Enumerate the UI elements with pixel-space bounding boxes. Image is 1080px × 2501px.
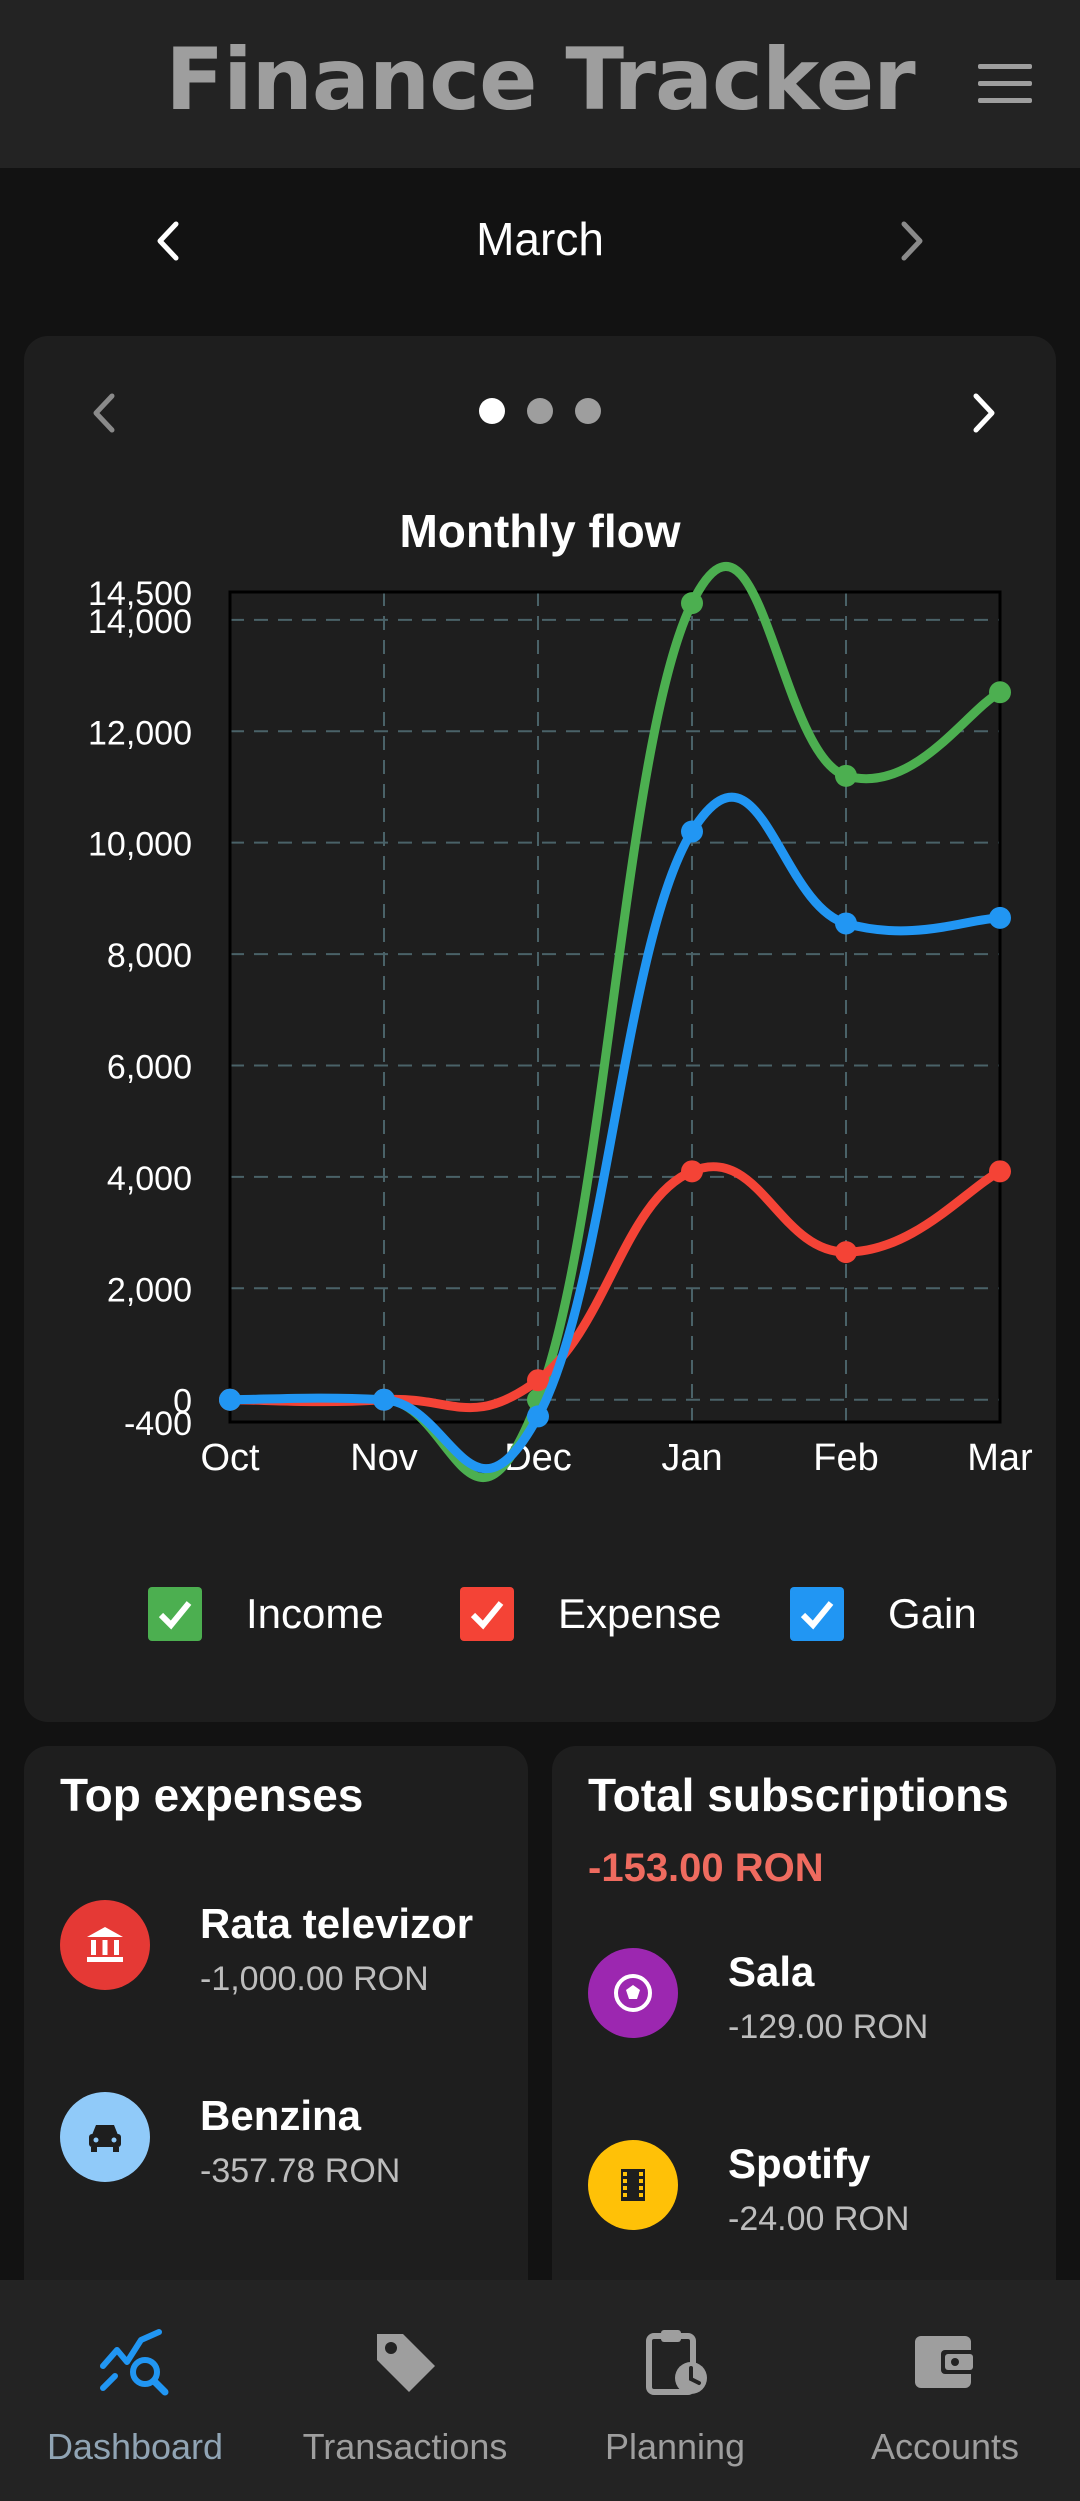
app-title: Finance Tracker	[0, 30, 1080, 130]
subscription-amount: -24.00 RON	[728, 2200, 909, 2239]
expense-name: Rata televizor	[200, 1900, 473, 1948]
clipboard-clock-icon	[540, 2326, 810, 2398]
data-point-income	[835, 765, 857, 787]
data-point-expense	[835, 1241, 857, 1263]
y-tick-label: 6,000	[107, 1048, 192, 1086]
expense-amount: -357.78 RON	[200, 2152, 400, 2191]
y-tick-label: 2,000	[107, 1271, 192, 1309]
data-point-gain	[989, 907, 1011, 929]
menu-icon-bar	[978, 81, 1032, 86]
menu-button[interactable]	[978, 64, 1032, 104]
checkbox-icon[interactable]	[148, 1587, 202, 1641]
nav-planning[interactable]: Planning	[540, 2280, 810, 2501]
legend-label: Gain	[888, 1590, 977, 1638]
y-tick-label: 4,000	[107, 1160, 192, 1198]
data-point-gain	[527, 1405, 549, 1427]
nav-label: Transactions	[270, 2426, 540, 2468]
nav-label: Dashboard	[0, 2426, 270, 2468]
nav-label: Accounts	[810, 2426, 1080, 2468]
tag-icon	[270, 2326, 540, 2398]
app-bar: Finance Tracker	[0, 0, 1080, 168]
data-point-gain	[219, 1389, 241, 1411]
chevron-right-icon[interactable]	[892, 216, 932, 266]
legend-label: Expense	[558, 1590, 721, 1638]
subscriptions-title: Total subscriptions	[588, 1768, 1009, 1822]
bank-icon	[60, 1900, 150, 1990]
y-tick-label: 8,000	[107, 937, 192, 975]
line-chart: -40002,0004,0006,0008,00010,00012,00014,…	[24, 336, 1056, 1576]
legend-item-gain[interactable]: Gain	[790, 1584, 977, 1644]
x-tick-label: Feb	[813, 1437, 878, 1479]
nav-label: Planning	[540, 2426, 810, 2468]
x-tick-label: Nov	[350, 1437, 418, 1479]
y-tick-label: 14,500	[88, 575, 192, 613]
data-point-gain	[835, 912, 857, 934]
data-point-expense	[681, 1160, 703, 1182]
list-item[interactable]: Benzina -357.78 RON	[60, 2092, 520, 2192]
nav-transactions[interactable]: Transactions	[270, 2280, 540, 2501]
checkbox-icon[interactable]	[460, 1587, 514, 1641]
legend-item-income[interactable]: Income	[148, 1584, 384, 1644]
chart-card: Monthly flow -400 0 2,000 4,000 6,000 8,000 10…	[24, 336, 1056, 1722]
series-line-expense	[230, 1167, 1000, 1408]
subscriptions-card[interactable]: Total subscriptions -153.00 RON Sala -12…	[552, 1746, 1056, 2306]
list-item[interactable]: Rata televizor -1,000.00 RON	[60, 1900, 520, 2000]
expense-name: Benzina	[200, 2092, 361, 2140]
subscriptions-total: -153.00 RON	[588, 1846, 824, 1891]
top-expenses-title: Top expenses	[60, 1768, 363, 1822]
legend-label: Income	[246, 1590, 384, 1638]
data-point-income	[681, 592, 703, 614]
series-line-income	[230, 566, 1000, 1477]
x-tick-label: Jan	[661, 1437, 722, 1479]
x-tick-label: Oct	[200, 1437, 260, 1479]
car-icon	[60, 2092, 150, 2182]
top-expenses-card[interactable]: Top expenses Rata televizor -1,000.00 RO…	[24, 1746, 528, 2306]
menu-icon	[978, 64, 1032, 69]
expense-amount: -1,000.00 RON	[200, 1960, 429, 1999]
month-selector: March	[0, 168, 1080, 318]
x-tick-label: Mar	[967, 1437, 1033, 1479]
data-point-gain	[373, 1389, 395, 1411]
chart-legend: Income Expense Gain	[24, 1584, 1056, 1654]
subscription-name: Spotify	[728, 2140, 870, 2188]
wallet-icon	[810, 2326, 1080, 2398]
y-tick-label: 0	[173, 1383, 192, 1421]
data-point-gain	[681, 821, 703, 843]
subscription-name: Sala	[728, 1948, 814, 1996]
dashboard-chart-icon	[0, 2326, 270, 2398]
bottom-navigation: Dashboard Transactions Planning	[0, 2280, 1080, 2501]
data-point-expense	[989, 1160, 1011, 1182]
series-line-gain	[230, 797, 1000, 1469]
y-tick-label: 10,000	[88, 826, 192, 864]
list-item[interactable]: Spotify -24.00 RON	[588, 2140, 1048, 2240]
subscription-amount: -129.00 RON	[728, 2008, 928, 2047]
data-point-expense	[527, 1369, 549, 1391]
soccer-ball-icon	[588, 1948, 678, 2038]
menu-icon-bar	[978, 98, 1032, 103]
nav-dashboard[interactable]: Dashboard	[0, 2280, 270, 2501]
data-point-income	[989, 681, 1011, 703]
film-icon	[588, 2140, 678, 2230]
list-item[interactable]: Sala -129.00 RON	[588, 1948, 1048, 2048]
y-tick-label: 12,000	[88, 714, 192, 752]
legend-item-expense[interactable]: Expense	[460, 1584, 721, 1644]
checkbox-icon[interactable]	[790, 1587, 844, 1641]
nav-accounts[interactable]: Accounts	[810, 2280, 1080, 2501]
